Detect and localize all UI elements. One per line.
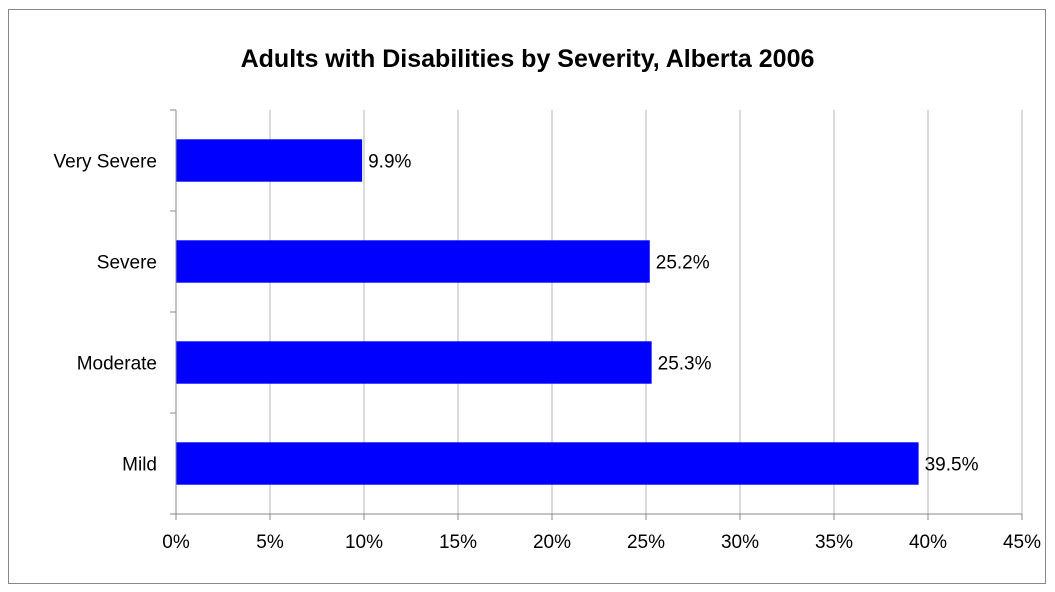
category-label: Very Severe	[54, 152, 158, 173]
x-tick-label: 25%	[627, 532, 665, 553]
x-tick-label: 0%	[162, 532, 190, 553]
axes	[170, 109, 1023, 520]
x-tick-label: 30%	[721, 532, 759, 553]
bar-severe	[176, 240, 650, 283]
x-tick-label: 45%	[1003, 532, 1041, 553]
bars	[176, 139, 919, 485]
bar-very-severe	[176, 139, 363, 182]
data-label: 39.5%	[925, 455, 979, 476]
data-label: 25.2%	[656, 253, 710, 274]
chart-frame	[8, 9, 1046, 584]
x-tick-label: 40%	[909, 532, 947, 553]
x-tick-label: 5%	[256, 532, 284, 553]
labels: 0% 5% 10% 15% 20% 25% 30% 35% 40% 45% Very Severe 9…	[54, 152, 1042, 554]
category-label: Mild	[122, 455, 157, 476]
chart-title: Adults with Disabilities by Severity, Al…	[240, 45, 815, 73]
data-label: 9.9%	[368, 152, 411, 173]
category-label: Severe	[97, 253, 157, 274]
x-tick-label: 35%	[815, 532, 853, 553]
x-tick-label: 10%	[345, 532, 383, 553]
x-tick-label: 20%	[533, 532, 571, 553]
category-label: Moderate	[77, 354, 157, 375]
bar-moderate	[176, 341, 652, 384]
data-label: 25.3%	[658, 354, 712, 375]
bar-mild	[176, 442, 919, 485]
x-tick-label: 15%	[439, 532, 477, 553]
